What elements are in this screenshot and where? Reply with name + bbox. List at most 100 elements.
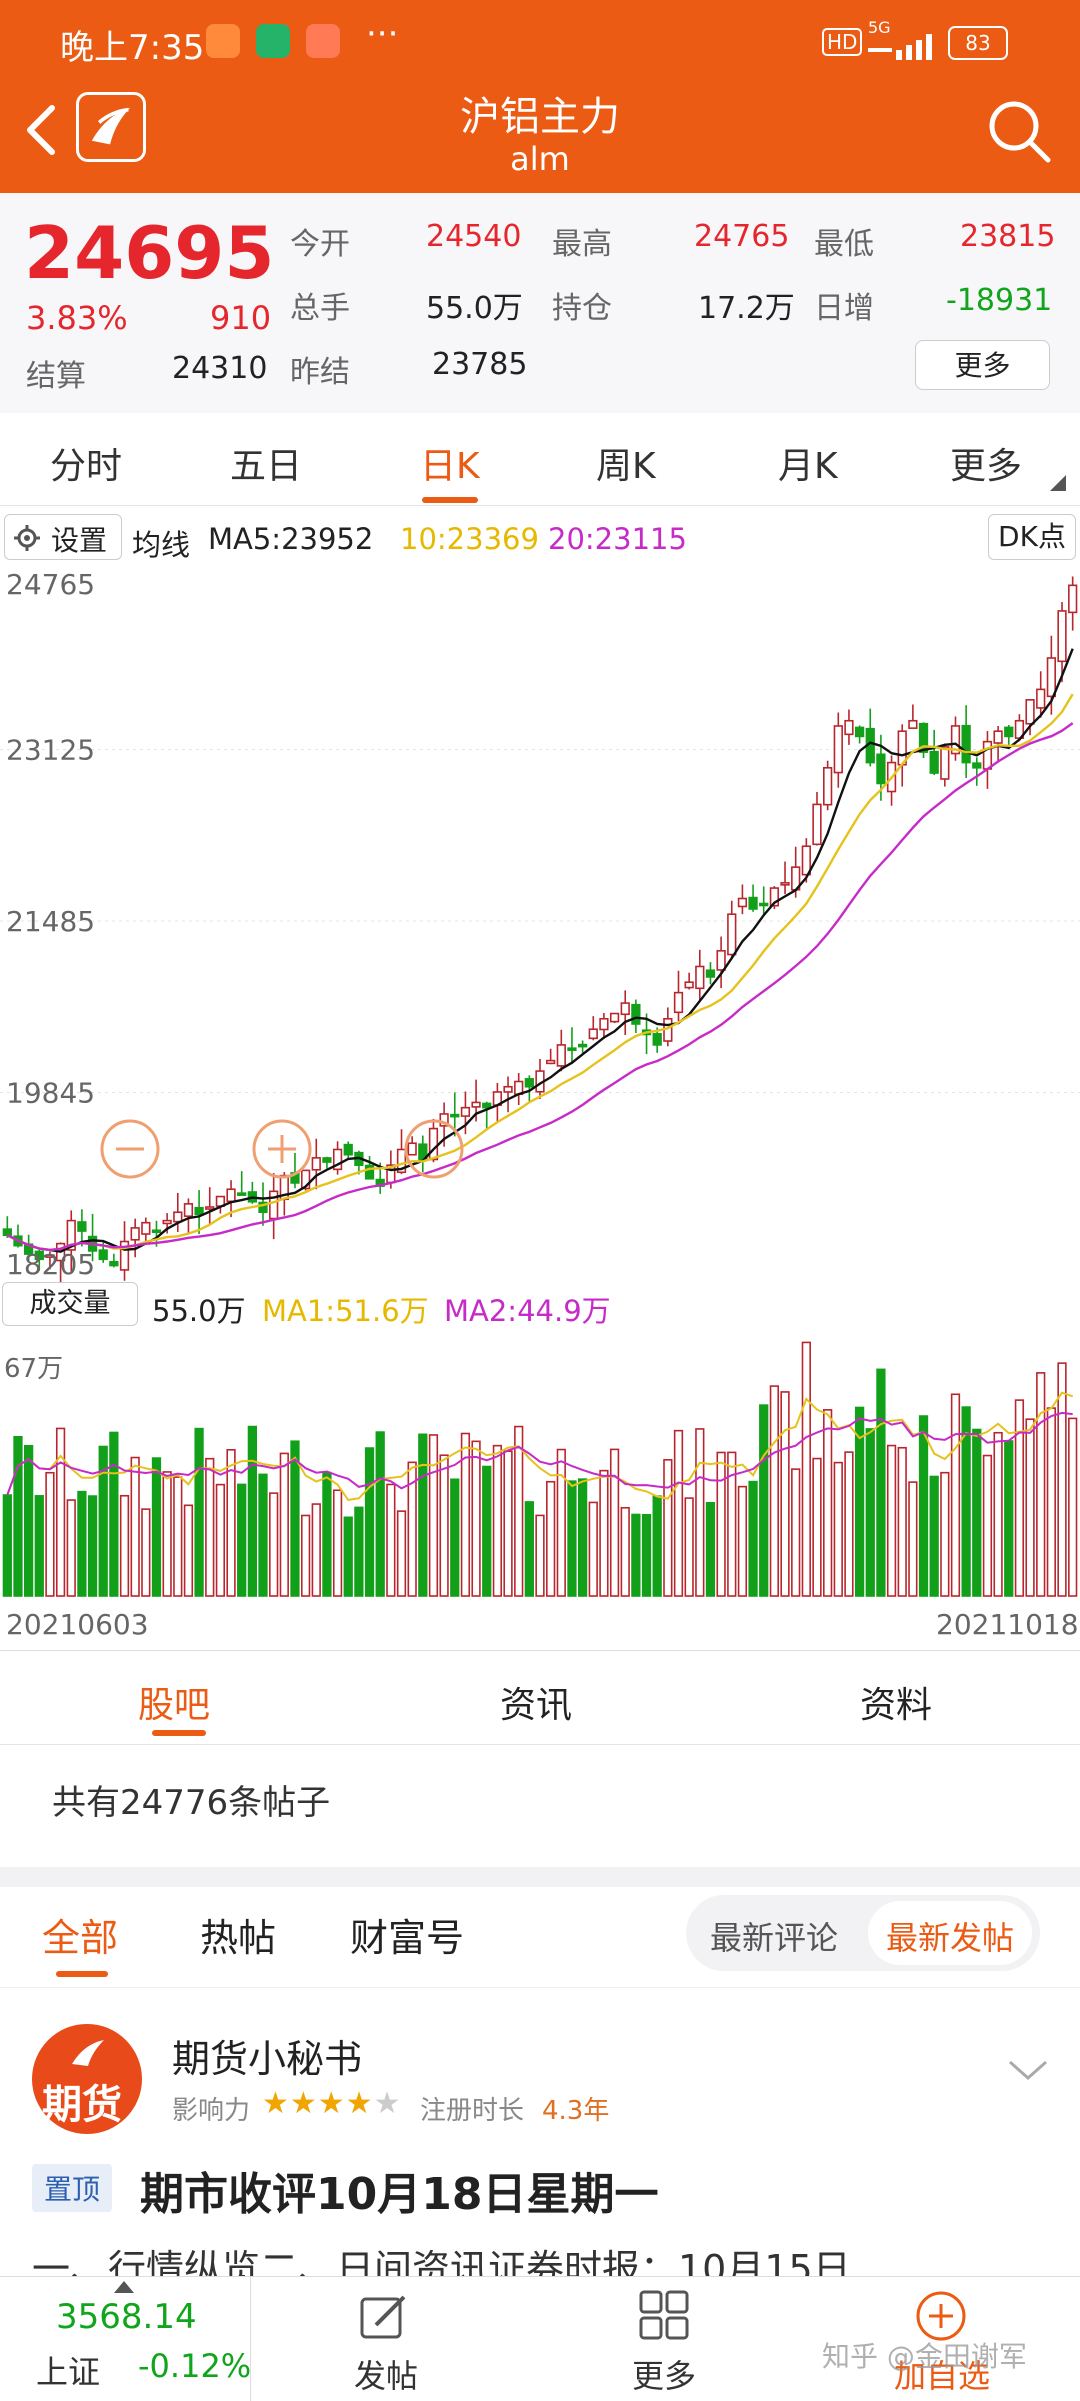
volume-bar bbox=[1068, 1417, 1078, 1597]
network-label: 5G bbox=[868, 18, 891, 37]
volume-indicator-button[interactable]: 成交量 bbox=[2, 1282, 138, 1326]
candle-body bbox=[322, 1157, 332, 1163]
author-avatar[interactable]: 期货 bbox=[32, 2024, 142, 2134]
candle-body bbox=[1057, 610, 1067, 663]
candle-body bbox=[748, 896, 758, 910]
sort-active-pill bbox=[868, 1901, 1032, 1965]
volume-bar bbox=[13, 1436, 23, 1597]
filter-all[interactable]: 全部 bbox=[42, 1916, 119, 1960]
candle-body bbox=[588, 1028, 598, 1040]
volume-bar bbox=[460, 1432, 471, 1597]
volume-chart[interactable] bbox=[0, 1330, 1080, 1600]
volume-ma2-line bbox=[6, 1411, 1073, 1496]
zoom-out-icon[interactable] bbox=[100, 1119, 160, 1179]
volume-bar bbox=[759, 1404, 769, 1597]
candle-body bbox=[194, 1206, 204, 1216]
candle-body bbox=[620, 1002, 630, 1016]
volume-bar bbox=[844, 1451, 854, 1597]
sort-latest-comment[interactable]: 最新评论 bbox=[710, 1919, 839, 1957]
candle-body bbox=[183, 1203, 194, 1217]
tab-intraday[interactable]: 分时 bbox=[50, 446, 123, 487]
tab-more[interactable]: 更多 bbox=[950, 446, 1023, 487]
filter-hot[interactable]: 热帖 bbox=[200, 1916, 277, 1960]
volume-bar bbox=[2, 1494, 12, 1597]
volume-bar bbox=[87, 1495, 98, 1597]
edit-post-icon[interactable] bbox=[358, 2291, 410, 2343]
signal-icon bbox=[868, 34, 932, 60]
candle-body bbox=[311, 1157, 321, 1171]
volume-bar bbox=[673, 1429, 684, 1597]
volume-bar bbox=[503, 1450, 513, 1597]
app-logo-icon[interactable] bbox=[76, 92, 146, 162]
volume-bar bbox=[439, 1454, 449, 1597]
volume-bar bbox=[77, 1490, 87, 1597]
volume-bar bbox=[130, 1456, 140, 1597]
candle-body bbox=[769, 887, 780, 907]
tab-monthly-k[interactable]: 月K bbox=[778, 446, 838, 487]
settings-label: 设置 bbox=[51, 524, 108, 557]
dk-point-button[interactable]: DK点 bbox=[988, 514, 1076, 560]
volume-bar bbox=[183, 1504, 194, 1597]
candle-body bbox=[673, 991, 684, 1014]
search-icon[interactable] bbox=[984, 96, 1054, 166]
index-change[interactable]: -0.12% bbox=[138, 2347, 252, 2385]
candle-body bbox=[396, 1148, 407, 1174]
chevron-down-icon[interactable] bbox=[1008, 2058, 1048, 2082]
tab-news[interactable]: 资讯 bbox=[500, 1685, 573, 1726]
chart-settings-button[interactable]: 设置 bbox=[4, 514, 122, 560]
volume-bar bbox=[641, 1513, 652, 1597]
volume-bar bbox=[812, 1457, 822, 1597]
tab-forum[interactable]: 股吧 bbox=[138, 1685, 211, 1726]
candlestick-chart[interactable]: 24765 23125 21485 19845 18205 bbox=[0, 564, 1080, 1284]
volume-bar bbox=[354, 1506, 364, 1597]
candle-body bbox=[567, 1047, 577, 1051]
candle-body bbox=[300, 1169, 311, 1190]
candle-body bbox=[1025, 699, 1035, 725]
candle-body bbox=[940, 746, 950, 780]
volume-bar bbox=[684, 1497, 694, 1597]
sort-latest-post[interactable]: 最新发帖 bbox=[886, 1919, 1015, 1957]
date-start: 20210603 bbox=[6, 1608, 149, 1641]
tab-daily-k[interactable]: 日K bbox=[420, 446, 480, 487]
back-arrow-icon[interactable] bbox=[22, 100, 62, 160]
grid-more-icon[interactable] bbox=[638, 2289, 690, 2341]
volume-bar bbox=[599, 1469, 609, 1597]
volume-bar bbox=[556, 1448, 566, 1597]
post-button-label[interactable]: 发帖 bbox=[354, 2357, 419, 2395]
volume-bar bbox=[1057, 1362, 1067, 1597]
candle-body bbox=[918, 722, 929, 753]
filter-wealth[interactable]: 财富号 bbox=[350, 1916, 465, 1960]
quote-more-button[interactable]: 更多 bbox=[915, 340, 1050, 390]
low-label: 最低 bbox=[814, 227, 874, 262]
candle-body bbox=[109, 1260, 119, 1267]
volume-bar bbox=[993, 1431, 1003, 1597]
candle-body bbox=[162, 1219, 172, 1225]
post-item[interactable]: 期货 期货小秘书 影响力 ★★★★★ 注册时长 4.3年 置顶 期市收评10月1… bbox=[0, 1988, 1080, 2291]
volume-bar bbox=[823, 1409, 833, 1597]
candle-body bbox=[801, 845, 811, 876]
pan-icon[interactable] bbox=[404, 1119, 464, 1179]
volume-bar bbox=[1014, 1399, 1025, 1597]
more-button-label[interactable]: 更多 bbox=[632, 2357, 697, 2395]
volume-bar bbox=[1046, 1407, 1057, 1597]
volume-bar bbox=[386, 1483, 396, 1597]
volume-bar bbox=[98, 1445, 108, 1597]
candle-body bbox=[77, 1221, 87, 1232]
add-watchlist-label[interactable]: 加自选 bbox=[894, 2357, 991, 2395]
volume-bar bbox=[897, 1446, 907, 1597]
index-name[interactable]: 上证 bbox=[36, 2353, 101, 2391]
post-title[interactable]: 期市收评10月18日星期一 bbox=[140, 2169, 659, 2220]
volume-bar bbox=[279, 1452, 289, 1597]
zoom-in-icon[interactable] bbox=[252, 1119, 312, 1179]
tab-profile[interactable]: 资料 bbox=[860, 1685, 933, 1726]
tab-five-day[interactable]: 五日 bbox=[230, 446, 303, 487]
tab-weekly-k[interactable]: 周K bbox=[596, 446, 656, 487]
expand-up-icon[interactable] bbox=[114, 2281, 134, 2293]
add-watchlist-icon[interactable] bbox=[914, 2289, 968, 2343]
index-value[interactable]: 3568.14 bbox=[56, 2297, 197, 2337]
candle-body bbox=[130, 1227, 140, 1241]
volume-bar bbox=[55, 1427, 66, 1597]
author-name[interactable]: 期货小秘书 bbox=[172, 2037, 363, 2081]
gear-icon bbox=[14, 525, 40, 551]
volume-bar bbox=[748, 1480, 758, 1597]
